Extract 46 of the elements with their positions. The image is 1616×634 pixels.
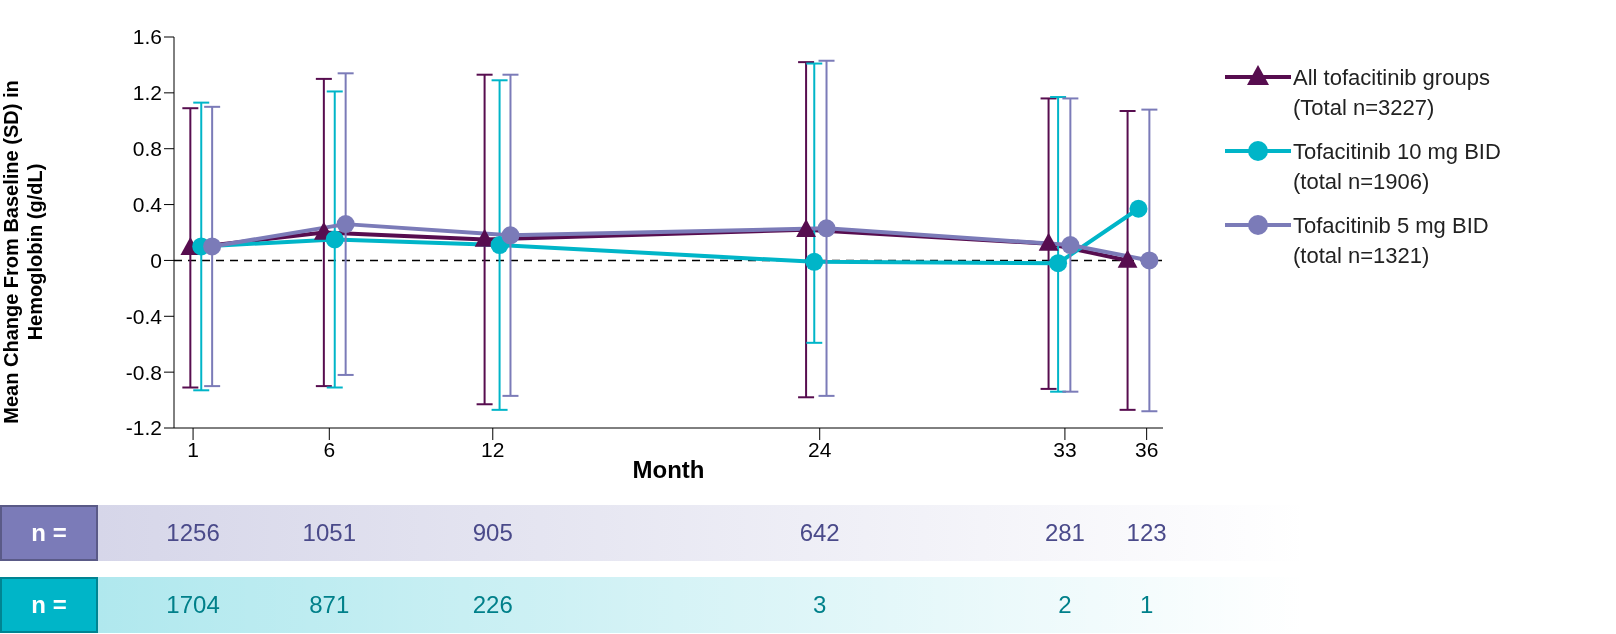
- text: n =: [0, 577, 98, 633]
- x-tick-label: 6: [323, 437, 336, 461]
- point: [805, 252, 824, 271]
- y-axis-title: Mean Change From Baseline (SD) in Hemoglobin (g/dL): [0, 79, 47, 426]
- point: [1061, 236, 1080, 255]
- text: 281: [1043, 518, 1086, 548]
- point: [1049, 254, 1068, 273]
- point: [817, 219, 836, 238]
- text: 642: [798, 518, 841, 548]
- legend-label: Tofacitinib 5 mg BID (total n=1321): [1293, 212, 1490, 270]
- point: [796, 218, 816, 237]
- y-tick-label: 0.4: [132, 193, 163, 217]
- y-tick-label: -0.4: [125, 304, 163, 328]
- point: [1140, 251, 1159, 270]
- point: [1129, 199, 1148, 218]
- text: n =: [0, 505, 98, 561]
- text: 871: [308, 590, 351, 620]
- y-tick-label: 1.6: [132, 25, 162, 49]
- x-tick-label: 12: [481, 437, 505, 461]
- x-tick-label: 33: [1053, 437, 1077, 461]
- text: 905: [471, 518, 514, 548]
- legend-label: All tofacitinib groups (Total n=3227): [1293, 64, 1491, 122]
- point: [1038, 232, 1059, 251]
- text: 3: [812, 590, 828, 620]
- point: [325, 230, 344, 249]
- x-tick-label: 24: [808, 437, 832, 461]
- point: [1117, 249, 1138, 268]
- x-tick-label: 1: [187, 437, 199, 461]
- y-tick-label: 0.8: [132, 137, 162, 161]
- point: [501, 226, 520, 245]
- x-axis-title: Month: [632, 456, 705, 483]
- point: [336, 215, 355, 234]
- x-tick-label: 36: [1134, 437, 1159, 461]
- y-tick-label: -0.8: [125, 360, 162, 384]
- text: 1704: [165, 590, 221, 620]
- point: [203, 237, 222, 256]
- legend-label: Tofacitinib 10 mg BID (total n=1906): [1293, 138, 1502, 196]
- text: 1: [1138, 590, 1155, 620]
- text: 1051: [301, 518, 357, 548]
- y-tick-label: -1.2: [125, 416, 162, 440]
- text: 1256: [165, 518, 221, 548]
- y-tick-label: 0: [150, 248, 162, 272]
- text: 226: [471, 590, 514, 620]
- text: 2: [1057, 590, 1073, 620]
- text: 123: [1125, 518, 1168, 548]
- y-tick-label: 1.2: [132, 81, 162, 105]
